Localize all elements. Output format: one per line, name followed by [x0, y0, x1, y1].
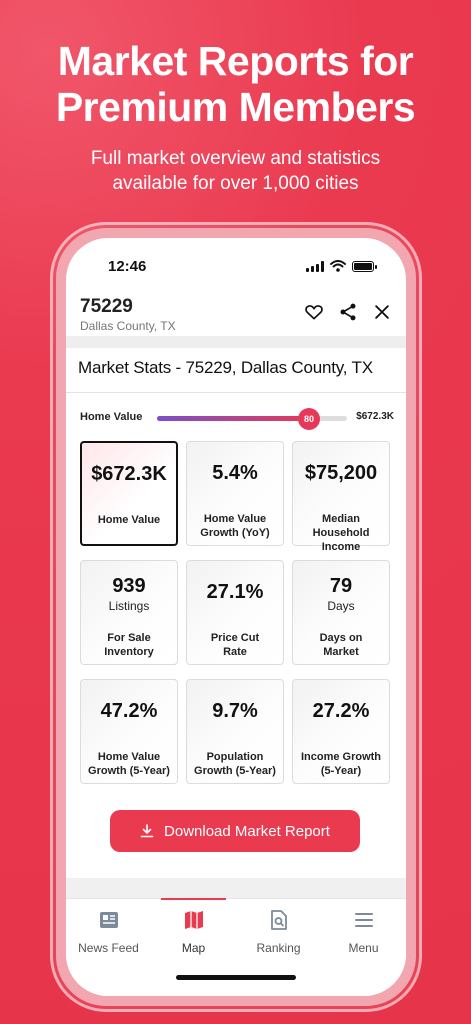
cellular-signal-icon: [306, 260, 324, 272]
map-icon: [184, 911, 203, 929]
stat-value: 27.2%: [312, 700, 370, 722]
stat-label: Days on Market: [293, 631, 389, 659]
battery-icon: [352, 260, 377, 272]
stat-label-line1: For Sale: [107, 632, 151, 644]
stat-tile-income-growth-5yr[interactable]: 27.2% Income Growth (5-Year): [292, 679, 390, 784]
stat-label: Median Household Income: [293, 512, 389, 554]
stat-label: Home Value Growth (YoY): [187, 512, 283, 540]
download-icon: [140, 824, 154, 838]
close-icon[interactable]: [372, 302, 392, 322]
bottom-tab-bar: News Feed Map Ranking Menu: [66, 898, 406, 996]
download-market-report-button[interactable]: Download Market Report: [110, 810, 360, 852]
stat-label-line1: Income Growth: [300, 751, 382, 763]
slider-max-value: $672.3K: [356, 411, 394, 422]
market-stats-card: Market Stats - 75229, Dallas County, TX …: [66, 348, 406, 888]
section-separator: [66, 336, 406, 348]
stat-value: 47.2%: [100, 700, 158, 722]
stat-value: 27.1%: [206, 581, 264, 603]
stat-tile-price-cut-rate[interactable]: 27.1% Price Cut Rate: [186, 560, 284, 665]
status-icons: [306, 260, 377, 272]
stat-tile-for-sale-inventory[interactable]: 939 Listings For Sale Inventory: [80, 560, 178, 665]
stat-label: Population Growth (5-Year): [187, 750, 283, 778]
card-divider: [66, 392, 406, 393]
stat-label-line1: Days on: [319, 632, 363, 644]
stat-label-line2: Market: [323, 646, 359, 658]
stat-tile-population-growth-5yr[interactable]: 9.7% Population Growth (5-Year): [186, 679, 284, 784]
promo-subtitle-line1: Full market overview and statistics: [90, 148, 381, 169]
stat-label: Home Value: [82, 513, 176, 527]
home-value-slider[interactable]: 80: [157, 408, 347, 430]
header-actions: [304, 302, 392, 322]
stat-value: $75,200: [304, 462, 378, 484]
share-icon[interactable]: [338, 302, 358, 322]
stat-value: 939: [112, 575, 146, 597]
heart-icon[interactable]: [304, 302, 324, 322]
stat-label: For Sale Inventory: [81, 631, 177, 659]
newspaper-icon: [99, 912, 118, 928]
stat-label-line1: Home Value: [97, 751, 161, 763]
phone-screen: 12:46 75229 Dallas County, TX: [66, 238, 406, 996]
promo-title-line2: Premium Members: [55, 84, 416, 130]
wifi-icon: [330, 260, 346, 272]
county-subtitle: Dallas County, TX: [80, 319, 176, 333]
stat-value: 9.7%: [212, 700, 258, 722]
tab-label: Menu: [348, 941, 379, 955]
status-time: 12:46: [108, 258, 147, 275]
stat-label-line2: Income: [321, 541, 361, 553]
stat-label-line1: Population: [206, 751, 264, 763]
tab-label: News Feed: [78, 941, 139, 955]
stat-tile-home-value-growth-yoy[interactable]: 5.4% Home Value Growth (YoY): [186, 441, 284, 546]
status-bar: 12:46: [66, 238, 406, 290]
bottom-separator: [66, 878, 406, 898]
tab-ranking[interactable]: Ranking: [236, 899, 321, 959]
stat-value: 5.4%: [212, 462, 258, 484]
stat-label-line2: Rate: [223, 646, 247, 658]
promo-subtitle: Full market overview and statistics avai…: [0, 146, 471, 196]
document-search-icon: [270, 910, 287, 930]
slider-thumb[interactable]: 80: [298, 408, 320, 430]
location-header: 75229 Dallas County, TX: [66, 290, 406, 336]
hamburger-menu-icon: [354, 913, 373, 927]
home-value-slider-row: Home Value 80 $672.3K: [80, 406, 398, 430]
promo-title: Market Reports for Premium Members: [0, 38, 471, 130]
tab-news-feed[interactable]: News Feed: [66, 899, 151, 959]
tab-label: Map: [181, 941, 206, 955]
stat-label-line1: Price Cut: [210, 632, 260, 644]
stat-tile-home-value[interactable]: $672.3K Home Value: [80, 441, 178, 546]
zip-code-title: 75229: [80, 296, 133, 317]
stat-label-line2: (5-Year): [320, 765, 362, 777]
stat-value: $672.3K: [91, 463, 167, 485]
stat-unit: Listings: [108, 599, 150, 613]
tab-label: Ranking: [256, 941, 301, 955]
stat-label-line2: Growth (YoY): [200, 527, 270, 539]
tab-map[interactable]: Map: [151, 898, 236, 959]
stat-label-line1: Home Value: [203, 513, 267, 525]
promo-subtitle-line2: available for over 1,000 cities: [112, 173, 359, 194]
stat-label-line2: Inventory: [104, 646, 154, 658]
slider-label: Home Value: [80, 411, 143, 423]
stat-unit: Days: [327, 599, 355, 613]
market-stats-title: Market Stats - 75229, Dallas County, TX: [78, 358, 373, 377]
stat-label: Income Growth (5-Year): [293, 750, 389, 778]
slider-fill: [157, 416, 309, 421]
promo-title-line1: Market Reports for: [57, 38, 414, 84]
stat-tile-home-value-growth-5yr[interactable]: 47.2% Home Value Growth (5-Year): [80, 679, 178, 784]
stat-value: 79: [329, 575, 353, 597]
stat-tile-median-household-income[interactable]: $75,200 Median Household Income: [292, 441, 390, 553]
stat-label-line2: Growth (5-Year): [194, 765, 276, 777]
stat-label-line2: Growth (5-Year): [88, 765, 170, 777]
stat-label-line1: Home Value: [97, 514, 161, 526]
home-indicator: [176, 975, 296, 980]
stat-label: Home Value Growth (5-Year): [81, 750, 177, 778]
stat-label-line1: Median Household: [312, 513, 370, 539]
stat-tile-days-on-market[interactable]: 79 Days Days on Market: [292, 560, 390, 665]
download-button-label: Download Market Report: [164, 822, 330, 840]
tab-menu[interactable]: Menu: [321, 899, 406, 959]
stat-label: Price Cut Rate: [187, 631, 283, 659]
